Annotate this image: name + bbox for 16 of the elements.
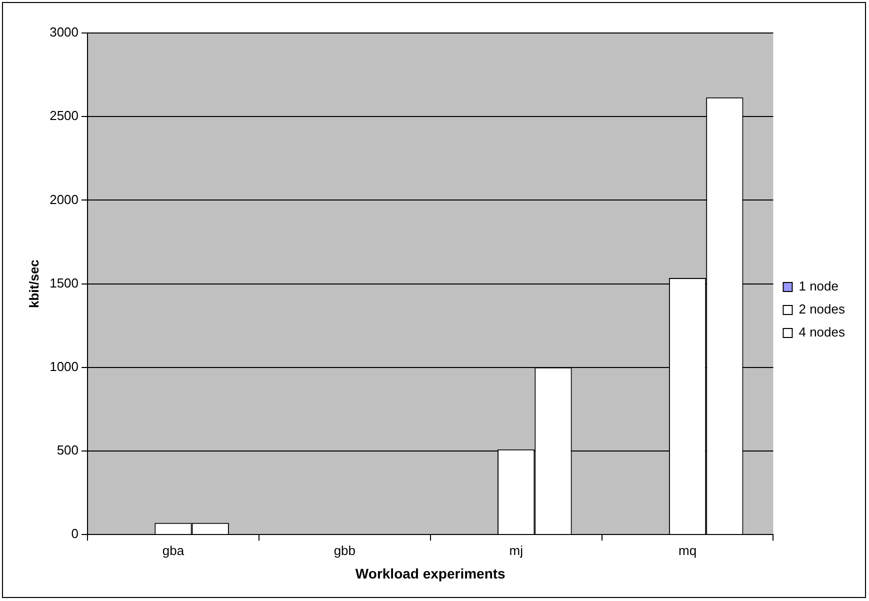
y-tick-label: 0 — [71, 526, 79, 542]
y-axis-title: kbit/sec — [26, 260, 42, 308]
y-tick-label: 3000 — [50, 24, 79, 40]
x-axis-title: Workload experiments — [355, 565, 506, 582]
x-tick-label: mj — [509, 542, 524, 558]
y-tick-label: 2000 — [50, 192, 79, 207]
y-tick-label: 1000 — [50, 358, 79, 374]
y-tick-label: 500 — [56, 442, 79, 458]
legend-label: 4 nodes — [798, 324, 846, 340]
y-tick-label: 1500 — [50, 275, 79, 290]
y-tick-label: 2500 — [50, 108, 79, 124]
x-tick-label: mq — [678, 542, 697, 558]
legend-label: 1 node — [798, 278, 839, 294]
x-tick-label: gbb — [334, 542, 356, 558]
x-tick-label: gba — [162, 542, 185, 558]
legend-label: 2 nodes — [798, 302, 846, 317]
